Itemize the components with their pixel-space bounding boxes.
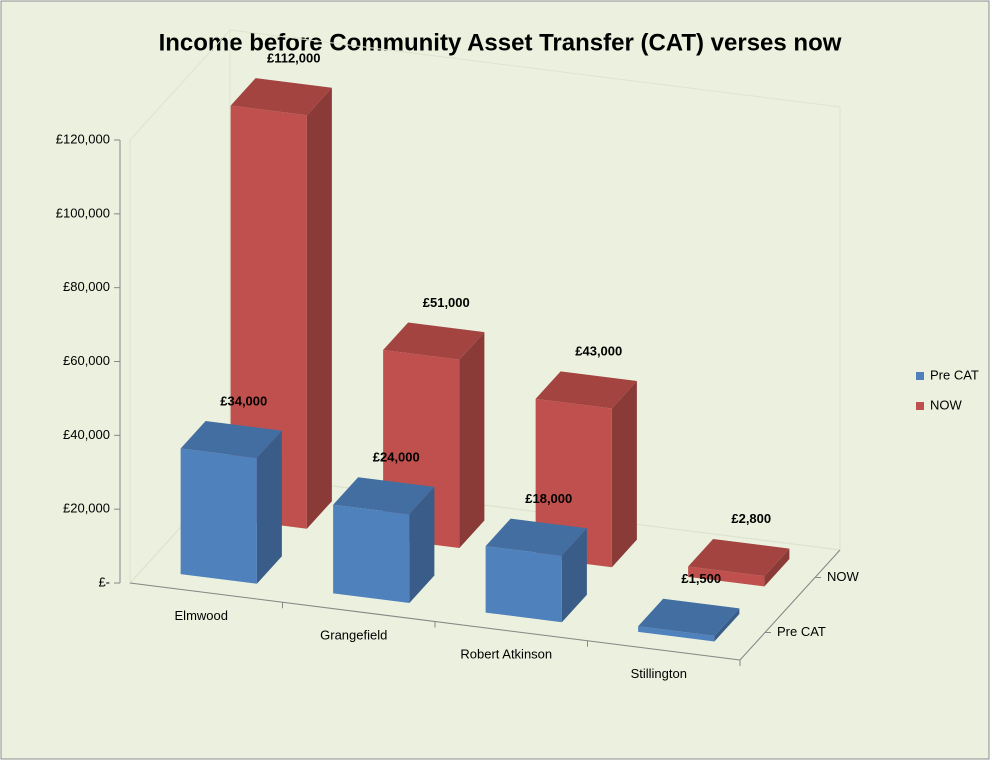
y-tick-label: £120,000 [56, 131, 110, 146]
bar [688, 538, 790, 587]
bar-side [764, 548, 790, 587]
x-tick-label: Robert Atkinson [460, 647, 552, 662]
y-tick-label: £60,000 [63, 353, 110, 368]
bar-front [688, 566, 765, 587]
x-tick-label: Stillington [631, 666, 687, 681]
depth-tick-label: NOW [827, 569, 860, 584]
legend-label: NOW [930, 397, 963, 412]
bar [485, 518, 587, 623]
bar [638, 598, 740, 642]
value-label: £1,500 [681, 571, 721, 586]
bar [230, 78, 332, 529]
bar-side [611, 380, 637, 568]
bar-front [333, 504, 410, 603]
legend-swatch [916, 372, 924, 380]
y-tick-label: £- [98, 574, 110, 589]
bar-top [333, 477, 435, 515]
bar-side [459, 332, 485, 548]
value-label: £112,000 [267, 50, 321, 65]
y-tick-label: £80,000 [63, 279, 110, 294]
bar-side [561, 528, 587, 623]
bar [333, 477, 435, 603]
bar-front [638, 626, 715, 642]
chart-title: Income before Community Asset Transfer (… [159, 29, 842, 56]
x-tick-label: Grangefield [320, 627, 387, 642]
bar-front [180, 448, 257, 584]
value-label: £24,000 [373, 449, 420, 464]
y-tick-label: £100,000 [56, 205, 110, 220]
value-label: £51,000 [423, 295, 470, 310]
bar-top [180, 421, 282, 459]
y-tick-label: £40,000 [63, 427, 110, 442]
bar-side [306, 87, 332, 529]
bar-front [230, 105, 307, 529]
bar-front [485, 546, 562, 623]
bar-top [638, 598, 740, 636]
value-label: £18,000 [525, 491, 572, 506]
bar-top [535, 371, 637, 409]
bar-top [230, 78, 332, 116]
depth-tick-label: Pre CAT [777, 624, 826, 639]
depth-axis [739, 549, 841, 661]
bar-top [688, 538, 790, 577]
bar-side [256, 430, 282, 584]
value-label: £2,800 [731, 511, 771, 526]
legend-swatch [916, 402, 924, 410]
y-tick-label: £20,000 [63, 501, 110, 516]
legend-label: Pre CAT [930, 367, 979, 382]
bar-side [714, 608, 740, 642]
value-label: £34,000 [220, 393, 267, 408]
bar-top [383, 322, 485, 360]
bar-top [485, 518, 587, 556]
bar [180, 421, 282, 584]
bar-side [409, 486, 435, 603]
value-label: £43,000 [575, 344, 622, 359]
x-tick-label: Elmwood [175, 608, 228, 623]
